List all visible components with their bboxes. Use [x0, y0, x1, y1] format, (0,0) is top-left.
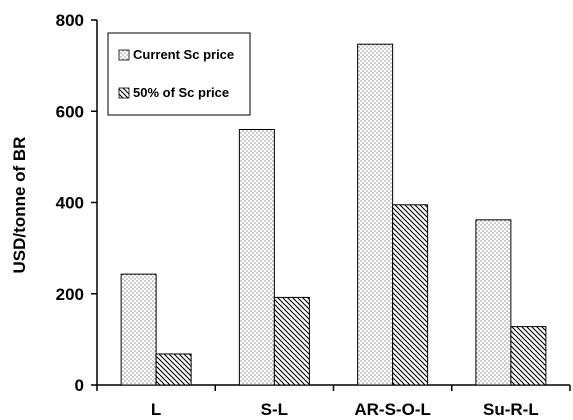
- bar-su-r-l-half: [510, 326, 547, 386]
- y-tick-label: 600: [56, 102, 84, 121]
- bar-l-current: [120, 273, 157, 386]
- category-labels: L S-L AR-S-O-L Su-R-L: [151, 400, 539, 419]
- y-ticks: 0 200 400 600 800: [56, 11, 97, 395]
- category-label: L: [151, 400, 161, 419]
- bar-l-half: [155, 353, 192, 386]
- bars: [120, 43, 547, 386]
- legend-swatch-current: [118, 49, 130, 61]
- y-tick-label: 0: [75, 376, 84, 395]
- legend: Current Sc price 50% of Sc price: [107, 32, 251, 116]
- bar-su-r-l-current: [475, 219, 512, 386]
- legend-swatch-half: [118, 87, 130, 99]
- x-ticks: [96, 385, 571, 391]
- bar-s-l-current: [238, 129, 275, 386]
- category-label: Su-R-L: [483, 400, 539, 419]
- bar-ar-s-o-l-half: [392, 204, 429, 386]
- legend-box: [107, 32, 251, 116]
- category-label: S-L: [261, 400, 288, 419]
- y-tick-label: 800: [56, 11, 84, 30]
- bar-ar-s-o-l-current: [357, 43, 394, 386]
- category-label: AR-S-O-L: [354, 400, 430, 419]
- legend-label-half: 50% of Sc price: [133, 85, 229, 100]
- legend-label-current: Current Sc price: [133, 47, 234, 62]
- y-tick-label: 200: [56, 285, 84, 304]
- bar-s-l-half: [273, 296, 310, 386]
- y-tick-label: 400: [56, 194, 84, 213]
- y-axis-title: USD/tonne of BR: [10, 137, 29, 274]
